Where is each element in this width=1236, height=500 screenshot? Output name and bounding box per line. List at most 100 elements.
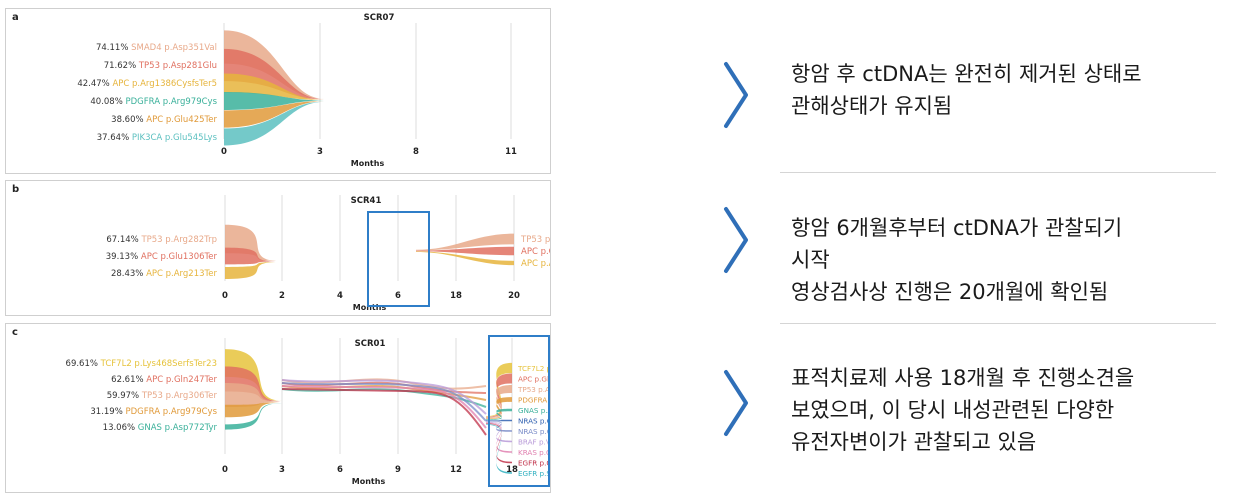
chevron-right-icon <box>724 62 748 128</box>
mutation-name: TP53 p.Asp281Glu <box>138 61 217 71</box>
vaf-value: 74.11% <box>96 43 131 53</box>
clone-stream <box>486 424 512 474</box>
annotation-scr41: 항암 6개월후부터 ctDNA가 관찰되기 시작 영상검사상 진행은 20개월에… <box>791 216 1123 304</box>
mutation-name: TP53 p.Arg282Trp <box>520 235 550 245</box>
mutation-name: TP53 p.Arg282Trp <box>140 235 217 245</box>
left-clone-label: 31.19% PDGFRA p.Arg979Cys <box>90 407 217 417</box>
right-clone-label: BRAF p.Val600Glu 1.87% <box>518 438 550 447</box>
clone-stream <box>486 423 512 464</box>
vaf-value: 39.13% <box>106 252 141 262</box>
x-tick-label: 20 <box>508 291 520 301</box>
clone-stream <box>416 233 514 251</box>
x-tick-label: 0 <box>222 465 228 475</box>
mutation-name: APC p.Arg213Ter <box>146 269 217 279</box>
x-tick-label: 4 <box>337 291 343 301</box>
mutation-name: APC p.Gln247Ter <box>518 375 550 384</box>
x-tick-label: 9 <box>395 465 401 475</box>
low-level-stream <box>281 388 487 436</box>
clone-stream <box>486 421 512 443</box>
clone-stream <box>224 30 324 99</box>
clone-stream <box>225 403 282 430</box>
x-axis-label: Months <box>351 159 385 168</box>
mutation-name: BRAF p.Val600Glu <box>518 438 550 447</box>
mutation-name: SMAD4 p.Asp351Val <box>131 43 217 53</box>
vaf-value: 28.43% <box>111 269 146 279</box>
vaf-value: 42.47% <box>77 79 112 89</box>
right-clone-label: APC p.Gln247Ter 36.27% <box>518 375 550 384</box>
x-tick-label: 2 <box>279 291 285 301</box>
vaf-value: 38.60% <box>111 115 146 125</box>
chart-title: SCR41 <box>351 196 382 206</box>
x-axis-label: Months <box>352 477 386 486</box>
low-level-stream <box>281 385 487 429</box>
mutation-name: APC p.Glu1306Ter <box>141 252 218 262</box>
left-clone-label: 39.13% APC p.Glu1306Ter <box>106 252 218 262</box>
left-clone-label: 71.62% TP53 p.Asp281Glu <box>104 61 217 71</box>
clone-stream <box>225 383 282 407</box>
x-tick-label: 6 <box>395 291 401 301</box>
clone-stream <box>486 408 512 420</box>
mutation-name: GNAS p.Asp772Tyr <box>138 423 218 433</box>
clone-stream <box>224 101 324 128</box>
chevron-right-icon <box>724 207 748 273</box>
clone-stream <box>224 91 324 111</box>
mutation-name: PDGFRA p.Arg979Cys <box>126 407 218 417</box>
vaf-value: 37.64% <box>97 133 132 143</box>
clone-stream <box>225 402 282 418</box>
clone-stream <box>486 373 512 418</box>
vaf-value: 59.97% <box>107 391 142 401</box>
right-clone-label: EGFR p.Gly465Arg 0.95% <box>518 459 550 468</box>
clone-stream <box>486 419 512 422</box>
mutation-name: APC p.Gln247Ter <box>146 375 217 385</box>
chart-scr07: a SCR07 0 3 8 11 Months 74.11% SMAD4 p.Asp351Va… <box>12 12 517 168</box>
clone-stream <box>486 397 512 420</box>
annotation-scr01: 표적치료제 사용 18개월 후 진행소견을 보였으며, 이 당시 내성관련된 다… <box>791 366 1135 454</box>
right-clone-label: TP53 p.Arg282Trp 34.35% <box>520 235 550 245</box>
clone-stream <box>224 48 324 100</box>
mutation-name: APC p.Arg213Ter <box>521 259 550 269</box>
left-clone-label: 40.08% PDGFRA p.Arg979Cys <box>90 97 217 107</box>
panel-letter: a <box>12 12 19 23</box>
left-clone-label: 37.64% PIK3CA p.Glu545Lys <box>97 133 218 143</box>
vaf-value: 62.61% <box>111 375 146 385</box>
left-clone-label: 38.60% APC p.Glu425Ter <box>111 115 217 125</box>
left-clone-label: 59.97% TP53 p.Arg306Ter <box>107 391 218 401</box>
panel-scr07: a SCR07 0 3 8 11 Months 74.11% SMAD4 p.Asp351Va… <box>5 8 551 174</box>
annotation-scr07: 항암 후 ctDNA는 완전히 제거된 상태로 관해상태가 유지됨 <box>791 62 1142 118</box>
x-tick-label: 3 <box>279 465 285 475</box>
mutation-name: KRAS p.Gln61Leu <box>518 448 550 457</box>
x-tick-label: 6 <box>337 465 343 475</box>
mutation-name: NRAS p.Gln61Lys <box>518 427 550 436</box>
clone-stream <box>224 73 324 100</box>
chart-scr41: b SCR41 0 2 4 6 18 20 Months 67.14% TP53 p.Arg282… <box>12 184 550 312</box>
vaf-value: 31.19% <box>90 407 125 417</box>
mutation-name: APC p.Glu425Ter <box>146 115 217 125</box>
mutation-name: TP53 p.Arg306Ter <box>141 391 218 401</box>
x-tick-label: 18 <box>506 465 518 475</box>
highlight-box-scr41 <box>367 211 430 307</box>
divider-line <box>780 172 1216 173</box>
left-clone-label: 74.11% SMAD4 p.Asp351Val <box>96 43 217 53</box>
clone-stream <box>225 262 278 280</box>
mutation-name: TCF7L2 p.Lys468SerfsTer23 <box>100 359 217 369</box>
left-clone-label: 42.47% APC p.Arg1386CysfsTer5 <box>77 79 217 89</box>
right-clone-label: NRAS p.Gln61Leu 3.17% <box>518 417 550 426</box>
vaf-value: 13.06% <box>103 423 138 433</box>
x-tick-label: 12 <box>450 465 462 475</box>
chevron-right-icon <box>724 370 748 436</box>
right-clone-label: APC p.Arg213Ter 13.94% <box>521 259 550 269</box>
highlight-box-scr01 <box>488 335 550 487</box>
mutation-name: EGFR p.Ser492Arg <box>518 469 550 478</box>
x-tick-label: 0 <box>222 291 228 301</box>
divider-line <box>780 323 1216 324</box>
panel-scr01: c SCR01 0 3 6 9 12 18 Months 69.61% TCF7L2 p.Lys4… <box>5 323 551 493</box>
clone-stream <box>225 247 278 265</box>
panel-letter: b <box>12 184 19 195</box>
right-clone-label: NRAS p.Gln61Lys 1.93% <box>518 427 550 436</box>
clone-stream <box>486 422 512 453</box>
x-tick-label: 18 <box>450 291 462 301</box>
x-tick-label: 0 <box>221 147 227 157</box>
mutation-name: PDGFRA p.Arg979Cys <box>126 97 218 107</box>
mutation-name: EGFR p.Gly465Arg <box>518 459 550 468</box>
x-tick-label: 11 <box>505 147 517 157</box>
